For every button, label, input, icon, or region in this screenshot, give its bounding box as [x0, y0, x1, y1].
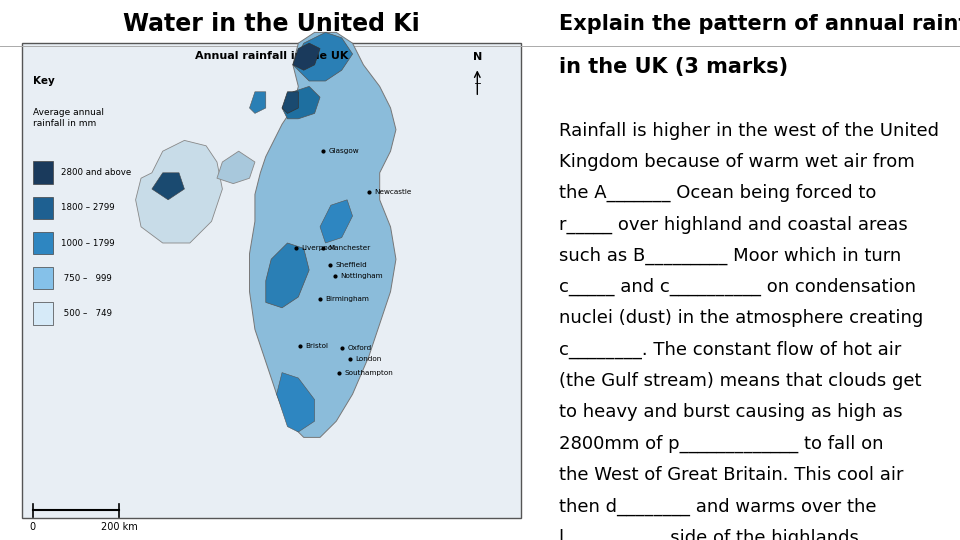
Text: Kingdom because of warm wet air from: Kingdom because of warm wet air from — [559, 153, 915, 171]
Text: Liverpool: Liverpool — [301, 245, 334, 252]
Text: Birmingham: Birmingham — [325, 295, 370, 302]
Text: Annual rainfall in the UK: Annual rainfall in the UK — [195, 51, 348, 62]
Polygon shape — [276, 373, 315, 432]
Text: N: N — [472, 52, 482, 62]
Text: Water in the United Ki: Water in the United Ki — [123, 12, 420, 36]
Polygon shape — [320, 200, 352, 243]
Text: London: London — [355, 356, 381, 362]
Text: Glasgow: Glasgow — [328, 148, 359, 154]
Text: Rainfall is higher in the west of the United: Rainfall is higher in the west of the Un… — [559, 122, 939, 139]
Text: c________. The constant flow of hot air: c________. The constant flow of hot air — [559, 341, 901, 359]
Text: Southampton: Southampton — [345, 369, 394, 376]
Bar — [33, 197, 53, 219]
Bar — [33, 232, 53, 254]
Bar — [33, 302, 53, 325]
Text: 750 –   999: 750 – 999 — [61, 274, 112, 282]
Text: nuclei (dust) in the atmosphere creating: nuclei (dust) in the atmosphere creating — [559, 309, 924, 327]
Text: Explain the pattern of annual rainfall: Explain the pattern of annual rainfall — [559, 14, 960, 33]
Text: c_____ and c__________ on condensation: c_____ and c__________ on condensation — [559, 278, 916, 296]
Text: (the Gulf stream) means that clouds get: (the Gulf stream) means that clouds get — [559, 372, 922, 390]
Text: 500 –   749: 500 – 749 — [61, 309, 112, 318]
Polygon shape — [135, 140, 223, 243]
Polygon shape — [250, 32, 396, 437]
Polygon shape — [293, 32, 352, 81]
Text: 1000 – 1799: 1000 – 1799 — [61, 239, 115, 247]
Polygon shape — [282, 86, 320, 119]
Polygon shape — [266, 243, 309, 308]
Text: Sheffield: Sheffield — [335, 261, 367, 268]
Text: r_____ over highland and coastal areas: r_____ over highland and coastal areas — [559, 215, 908, 234]
Bar — [33, 161, 53, 184]
Bar — [22, 43, 520, 518]
Text: to heavy and burst causing as high as: to heavy and burst causing as high as — [559, 403, 902, 421]
Text: Average annual
rainfall in mm: Average annual rainfall in mm — [33, 108, 104, 128]
Text: in the UK (3 marks): in the UK (3 marks) — [559, 57, 788, 77]
Polygon shape — [293, 43, 320, 70]
Text: the A_______ Ocean being forced to: the A_______ Ocean being forced to — [559, 184, 876, 202]
Polygon shape — [282, 92, 299, 113]
Text: then d________ and warms over the: then d________ and warms over the — [559, 497, 876, 516]
Text: Manchester: Manchester — [328, 245, 371, 252]
Text: 0: 0 — [30, 522, 36, 532]
Text: 1800 – 2799: 1800 – 2799 — [61, 204, 115, 212]
Text: 200 km: 200 km — [101, 522, 137, 532]
Polygon shape — [217, 151, 255, 184]
Bar — [33, 267, 53, 289]
Text: Newcastle: Newcastle — [374, 188, 412, 195]
Text: 2800mm of p_____________ to fall on: 2800mm of p_____________ to fall on — [559, 435, 883, 453]
Text: such as B_________ Moor which in turn: such as B_________ Moor which in turn — [559, 247, 901, 265]
Text: the West of Great Britain. This cool air: the West of Great Britain. This cool air — [559, 466, 903, 484]
Text: Key: Key — [33, 76, 55, 86]
Text: 2800 and above: 2800 and above — [61, 168, 132, 177]
Polygon shape — [250, 92, 266, 113]
Text: l___________ side of the highlands: l___________ side of the highlands — [559, 529, 859, 540]
Text: Oxford: Oxford — [348, 345, 372, 352]
Text: Bristol: Bristol — [305, 342, 328, 349]
Text: Nottingham: Nottingham — [341, 273, 383, 280]
Polygon shape — [152, 173, 184, 200]
